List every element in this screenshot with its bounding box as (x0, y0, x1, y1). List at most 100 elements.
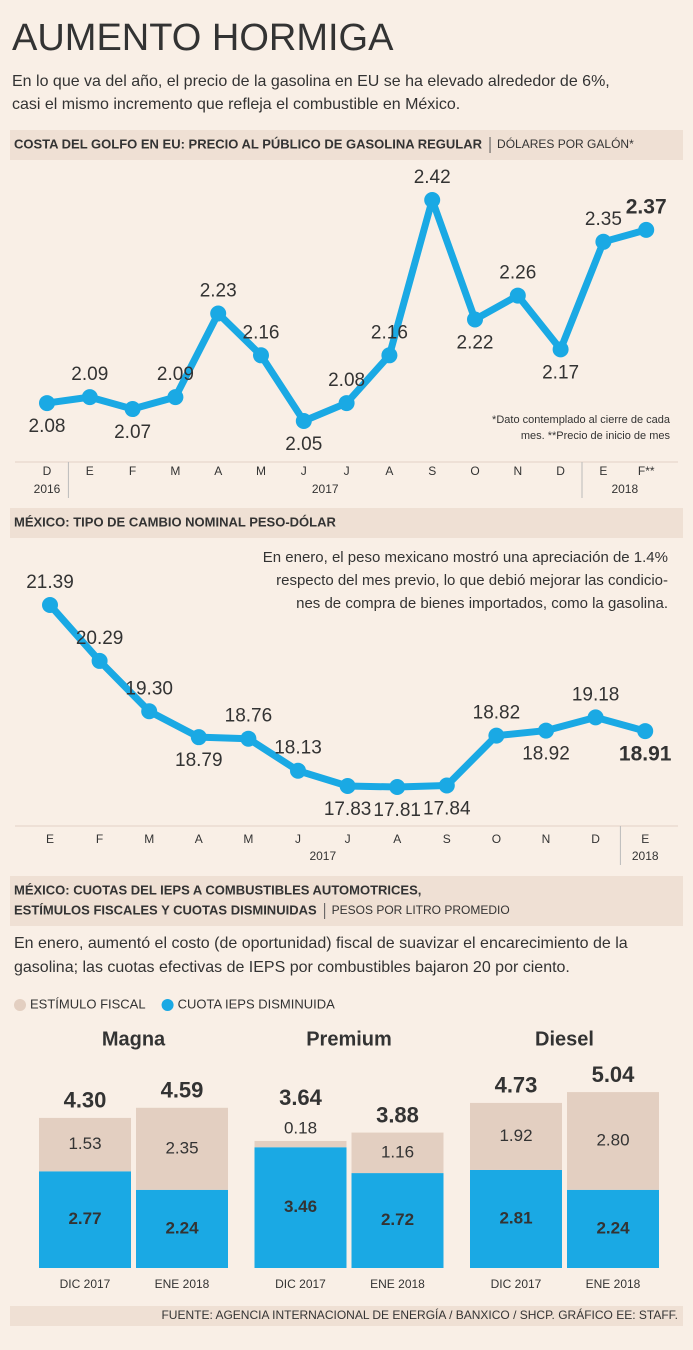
x-tick-label: S (428, 464, 436, 478)
x-tick-label: A (195, 832, 203, 846)
annotation: En enero, el peso mexicano mostró una ap… (263, 549, 668, 566)
point (167, 389, 184, 406)
source: FUENTE: AGENCIA INTERNACIONAL DE ENERGÍA… (161, 1307, 678, 1322)
section-title: MÉXICO: CUOTAS DEL IEPS A COMBUSTIBLES A… (14, 882, 421, 897)
bar-segment (567, 1189, 659, 1268)
year-label: 2018 (632, 849, 659, 863)
value-label: 2.42 (414, 167, 451, 188)
section-header (10, 508, 683, 538)
value-label: 2.05 (285, 434, 322, 455)
segment-label: 2.77 (68, 1209, 101, 1228)
x-tick-label: ENE 2018 (370, 1277, 425, 1291)
x-tick-label: J (295, 832, 301, 846)
x-tick-label: O (470, 464, 479, 478)
segment-label: 2.35 (165, 1138, 198, 1157)
point (124, 401, 141, 418)
point (509, 287, 526, 304)
x-tick-label: E (641, 832, 649, 846)
group-label: Diesel (535, 1028, 594, 1050)
x-tick-label: M (256, 464, 266, 478)
point (339, 777, 356, 794)
segment-label: 3.46 (284, 1197, 317, 1216)
legend-swatch (161, 999, 174, 1011)
x-tick-label: D (591, 832, 600, 846)
footnote: *Dato contemplado al cierre de cada (492, 414, 671, 426)
x-tick-label: F (96, 832, 103, 846)
x-tick-label: N (542, 832, 551, 846)
x-tick-label: J (344, 464, 350, 478)
point (190, 729, 207, 746)
value-label: 18.92 (522, 744, 570, 765)
bar-segment (470, 1169, 562, 1268)
point (81, 389, 98, 406)
annotation: nes de compra de bienes importados, como… (296, 595, 668, 612)
x-tick-label: M (170, 464, 180, 478)
x-tick-label: J (345, 832, 351, 846)
x-tick-label: F** (638, 464, 655, 478)
value-label: 17.81 (373, 800, 421, 821)
point (240, 730, 257, 747)
point (637, 723, 654, 740)
x-tick-label: E (46, 832, 54, 846)
x-tick-label: E (599, 464, 607, 478)
point (438, 777, 455, 794)
segment-label: 1.92 (499, 1126, 532, 1145)
value-label: 2.37 (626, 195, 667, 218)
legend-label: CUOTA IEPS DISMINUIDA (178, 996, 336, 1011)
value-label: 2.16 (243, 322, 280, 343)
year-label: 2017 (312, 482, 339, 496)
x-tick-label: DIC 2017 (491, 1277, 542, 1291)
x-tick-label: A (385, 464, 393, 478)
value-label: 2.08 (29, 416, 66, 437)
point (467, 311, 483, 328)
value-label: 20.29 (76, 628, 124, 649)
description: En enero, aumentó el costo (de oportunid… (14, 935, 628, 952)
segment-label: 1.16 (381, 1142, 414, 1161)
bar-segment (470, 1102, 562, 1170)
segment-label: 0.18 (284, 1118, 317, 1137)
point (587, 709, 604, 726)
point (42, 597, 58, 613)
segment-label: 2.72 (381, 1210, 414, 1229)
x-tick-label: D (43, 464, 52, 478)
point (210, 305, 227, 322)
point (338, 395, 355, 412)
bar-segment (351, 1132, 444, 1174)
point (488, 727, 505, 744)
x-tick-label: ENE 2018 (155, 1277, 210, 1291)
x-tick-label: A (393, 832, 401, 846)
x-tick-label: D (556, 464, 565, 478)
point (538, 722, 554, 739)
point (290, 762, 306, 779)
point (552, 341, 569, 358)
total-label: 4.59 (161, 1078, 204, 1103)
section-title: MÉXICO: TIPO DE CAMBIO NOMINAL PESO-DÓLA… (14, 514, 336, 529)
value-label: 2.07 (114, 422, 151, 443)
point (638, 221, 655, 238)
point (141, 703, 158, 720)
total-label: 3.64 (279, 1085, 323, 1110)
segment-label: 2.80 (596, 1130, 629, 1149)
section-unit: PESOS POR LITRO PROMEDIO (332, 903, 510, 917)
section-title: ESTÍMULOS FISCALES Y CUOTAS DISMINUIDAS (14, 902, 317, 917)
section-title: COSTA DEL GOLFO EN EU: PRECIO AL PÚBLICO… (14, 136, 483, 151)
annotation: respecto del mes previo, lo que debió me… (276, 572, 668, 589)
legend-swatch (14, 999, 26, 1011)
point (91, 652, 108, 669)
description: gasolina; las cuotas efectivas de IEPS p… (14, 959, 570, 976)
point (39, 395, 55, 412)
value-label: 2.22 (457, 332, 494, 353)
x-tick-label: F (129, 464, 136, 478)
segment-label: 2.81 (499, 1208, 532, 1227)
bar-segment (254, 1140, 347, 1148)
x-tick-label: N (513, 464, 522, 478)
footnote: mes. **Precio de inicio de mes (521, 430, 671, 442)
subtitle-line: casi el mismo incremento que refleja el … (12, 96, 460, 113)
point (595, 233, 612, 250)
x-tick-label: DIC 2017 (60, 1277, 111, 1291)
bar-segment (254, 1147, 347, 1268)
value-label: 17.83 (324, 799, 372, 820)
section-header (10, 876, 683, 926)
x-tick-label: J (301, 464, 307, 478)
